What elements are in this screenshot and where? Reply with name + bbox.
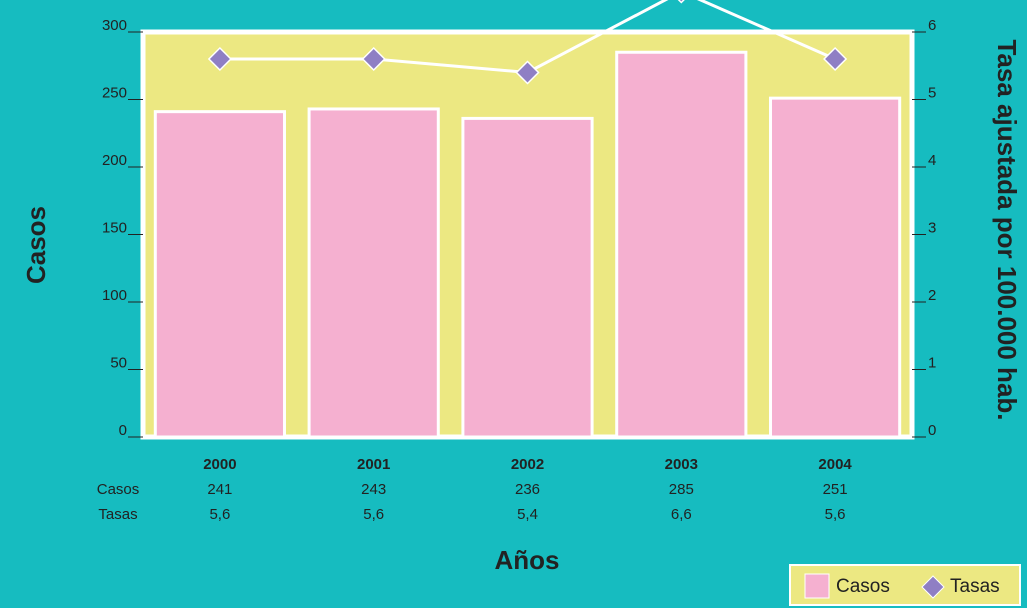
table-value: 5,6 [363, 506, 384, 523]
bar [461, 116, 594, 439]
x-tick-label: 2001 [357, 456, 390, 473]
y2-axis-label: Tasa ajustada por 100.000 hab. [992, 39, 1022, 420]
legend-swatch [804, 573, 830, 599]
table-value: 243 [361, 481, 386, 498]
table-row-label: Tasas [98, 506, 137, 523]
table-value: 5,6 [825, 506, 846, 523]
x-tick-label: 2004 [818, 456, 852, 473]
legend-label: Casos [836, 576, 890, 597]
table-row-label: Casos [97, 481, 140, 498]
y2-tick-label: 1 [928, 354, 936, 371]
y-tick-label: 100 [102, 287, 127, 304]
y-tick-label: 250 [102, 84, 127, 101]
y-tick-label: 0 [119, 422, 127, 439]
y-tick-label: 300 [102, 17, 127, 34]
table-value: 241 [207, 481, 232, 498]
legend-label: Tasas [950, 576, 1000, 597]
y2-tick-label: 5 [928, 84, 936, 101]
y-tick-label: 200 [102, 152, 127, 169]
table-value: 285 [669, 481, 694, 498]
table-value: 5,4 [517, 506, 538, 523]
bar [153, 110, 286, 439]
y-axis-label: Casos [21, 206, 51, 284]
x-axis-label: Años [495, 545, 560, 575]
line-marker [677, 0, 685, 4]
bar [307, 107, 440, 439]
line-marker [515, 60, 540, 85]
bar [615, 50, 748, 439]
line-marker [361, 46, 386, 72]
y2-tick-label: 0 [928, 422, 936, 439]
table-value: 236 [515, 481, 540, 498]
line-marker [823, 46, 848, 72]
y-tick-label: 150 [102, 219, 127, 236]
x-tick-label: 2000 [203, 456, 236, 473]
y2-tick-label: 2 [928, 287, 936, 304]
bar [769, 96, 902, 439]
y2-tick-label: 3 [928, 219, 936, 236]
x-tick-label: 2002 [511, 456, 544, 473]
legend-swatch [921, 575, 945, 599]
table-value: 5,6 [209, 506, 230, 523]
y2-tick-label: 6 [928, 17, 936, 34]
x-tick-label: 2003 [665, 456, 698, 473]
line-marker [207, 46, 232, 72]
table-value: 6,6 [671, 506, 692, 523]
table-value: 251 [823, 481, 848, 498]
y2-tick-label: 4 [928, 152, 936, 169]
y-tick-label: 50 [110, 354, 127, 371]
